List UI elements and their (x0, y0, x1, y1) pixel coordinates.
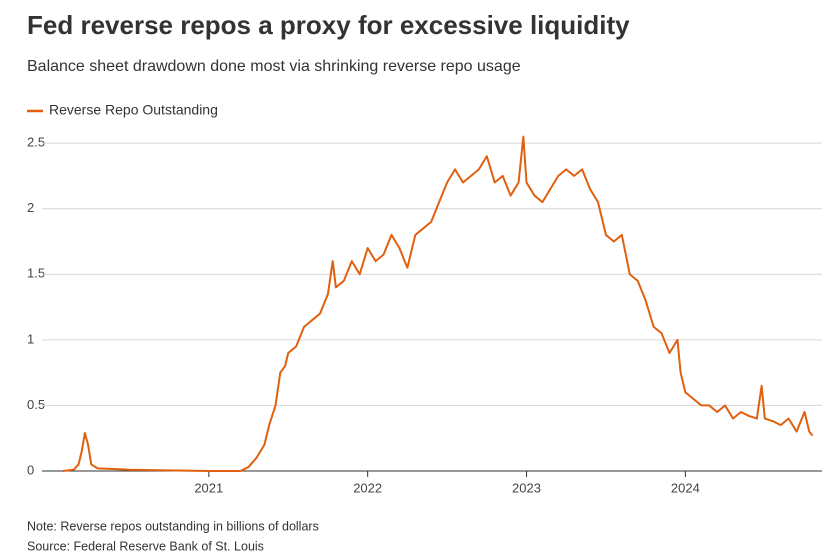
x-tick-label: 2022 (353, 480, 382, 495)
x-tick-label: 2024 (671, 480, 700, 495)
y-tick-label: 1 (27, 331, 34, 346)
x-tick-label: 2021 (194, 480, 223, 495)
y-tick-label: 0.5 (27, 397, 45, 412)
chart-subtitle: Balance sheet drawdown done most via shr… (27, 58, 521, 75)
y-tick-label: 0 (27, 462, 34, 477)
y-tick-label: 2 (27, 200, 34, 215)
legend-label: Reverse Repo Outstanding (49, 102, 218, 118)
chart-title: Fed reverse repos a proxy for excessive … (27, 10, 630, 40)
y-tick-label: 2.5 (27, 135, 45, 150)
note: Note: Reverse repos outstanding in billi… (27, 519, 319, 533)
x-tick-label: 2023 (512, 480, 541, 495)
y-tick-label: 1.5 (27, 266, 45, 281)
source: Source: Federal Reserve Bank of St. Loui… (27, 539, 264, 553)
series-line (62, 135, 814, 472)
